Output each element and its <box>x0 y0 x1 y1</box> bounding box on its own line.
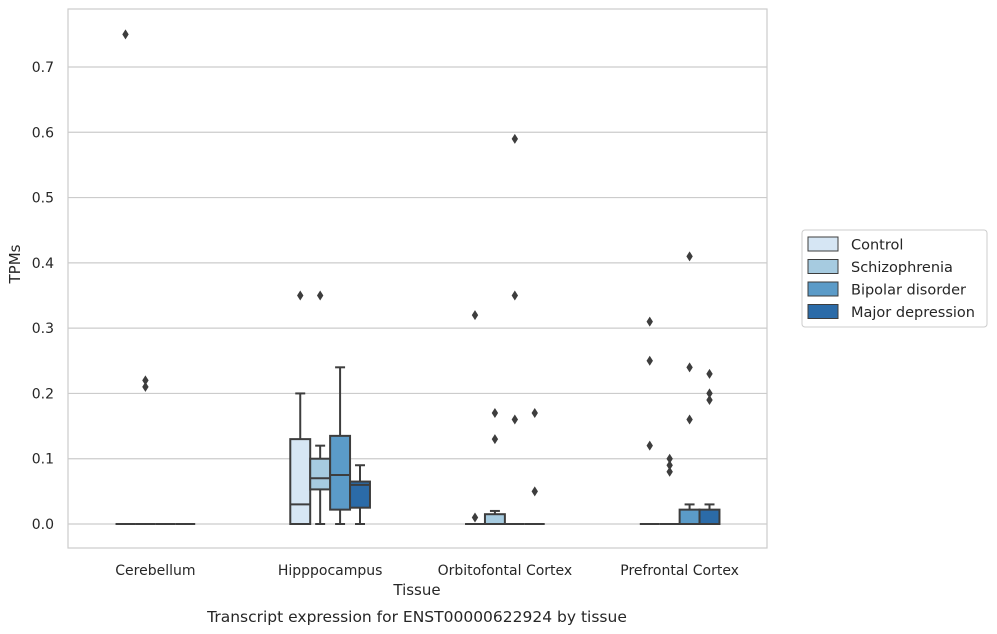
outlier-point <box>142 381 149 392</box>
plot-frame <box>67 8 768 549</box>
outlier-point <box>122 29 129 40</box>
outlier-point <box>646 316 653 327</box>
legend-swatch <box>807 281 839 297</box>
box-body <box>483 513 506 526</box>
outlier-point <box>511 290 519 301</box>
legend-entry: Bipolar disorder <box>851 283 966 299</box>
outlier-point <box>666 460 673 471</box>
legend: Control Schizophrenia Bipolar disorder Majo… <box>801 229 988 328</box>
outlier-point <box>316 290 324 301</box>
outlier-point <box>706 368 713 379</box>
y-tick-label: 0.2 <box>32 386 54 402</box>
legend-entry: Control <box>851 238 903 254</box>
y-tick-label: 0.3 <box>32 321 54 337</box>
y-tick-label: 0.5 <box>32 191 54 207</box>
outlier-point <box>471 512 479 523</box>
outlier-point <box>531 408 538 419</box>
x-tick-label: Orbitofontal Cortex <box>438 563 573 579</box>
box-body <box>289 438 312 525</box>
legend-entry: Major depression <box>851 305 975 321</box>
outlier-point <box>686 414 693 425</box>
box-schizophrenia <box>659 453 680 525</box>
box-body <box>329 434 352 511</box>
y-axis-label: TPMs <box>6 244 24 284</box>
box-bipolar-disorder <box>329 366 352 525</box>
box-bipolar-disorder <box>504 133 525 525</box>
box-bipolar-disorder <box>678 251 701 526</box>
y-tick-label: 0.6 <box>32 125 54 141</box>
box-control <box>289 290 312 525</box>
outlier-point <box>142 375 149 386</box>
outlier-point <box>531 486 538 497</box>
outlier-point <box>706 394 713 405</box>
box-major-depression <box>524 408 545 525</box>
outlier-point <box>471 310 479 321</box>
outlier-point <box>491 434 499 445</box>
y-tick-labels: 0.0 0.1 0.2 0.3 0.4 0.5 0.6 0.7 <box>32 60 54 533</box>
box-schizophrenia <box>135 375 156 525</box>
y-tick-label: 0.4 <box>32 256 54 272</box>
y-tick-label: 0.0 <box>32 517 54 533</box>
outlier-point <box>666 466 673 477</box>
grid-lines <box>68 66 767 525</box>
legend-frame <box>801 229 988 328</box>
outlier-point <box>297 290 304 301</box>
outlier-point <box>666 453 673 464</box>
outlier-point <box>686 362 693 373</box>
outlier-point <box>686 251 693 262</box>
box-body <box>349 480 371 509</box>
box-body <box>698 508 721 526</box>
box-schizophrenia <box>483 408 506 526</box>
box-schizophrenia <box>309 290 332 525</box>
box-plots <box>115 29 721 526</box>
x-axis-label: Tissue <box>392 581 440 599</box>
box-body <box>678 508 701 526</box>
outlier-point <box>646 440 653 451</box>
legend-swatch <box>807 236 839 252</box>
x-tick-label: Hipppocampus <box>278 563 383 579</box>
legend-swatch <box>807 304 839 319</box>
y-tick-label: 0.7 <box>32 60 54 76</box>
x-tick-label: Prefrontal Cortex <box>620 563 739 579</box>
box-body <box>309 457 332 491</box>
box-control <box>639 316 660 525</box>
box-major-depression <box>349 464 371 525</box>
outlier-point <box>491 408 499 419</box>
box-control <box>465 310 485 525</box>
legend-swatch <box>807 259 839 274</box>
outlier-point <box>511 133 519 144</box>
box-major-depression <box>698 368 721 526</box>
box-control <box>115 29 136 525</box>
x-tick-label: Cerebellum <box>115 563 195 579</box>
outlier-point <box>646 355 653 366</box>
y-tick-label: 0.1 <box>32 452 54 468</box>
legend-entry: Schizophrenia <box>851 260 953 276</box>
chart-caption: Transcript expression for ENST0000062292… <box>206 608 627 626</box>
x-tick-labels: Cerebellum Hipppocampus Orbitofontal Corte… <box>115 563 739 579</box>
outlier-point <box>706 388 713 399</box>
outlier-point <box>511 414 519 425</box>
